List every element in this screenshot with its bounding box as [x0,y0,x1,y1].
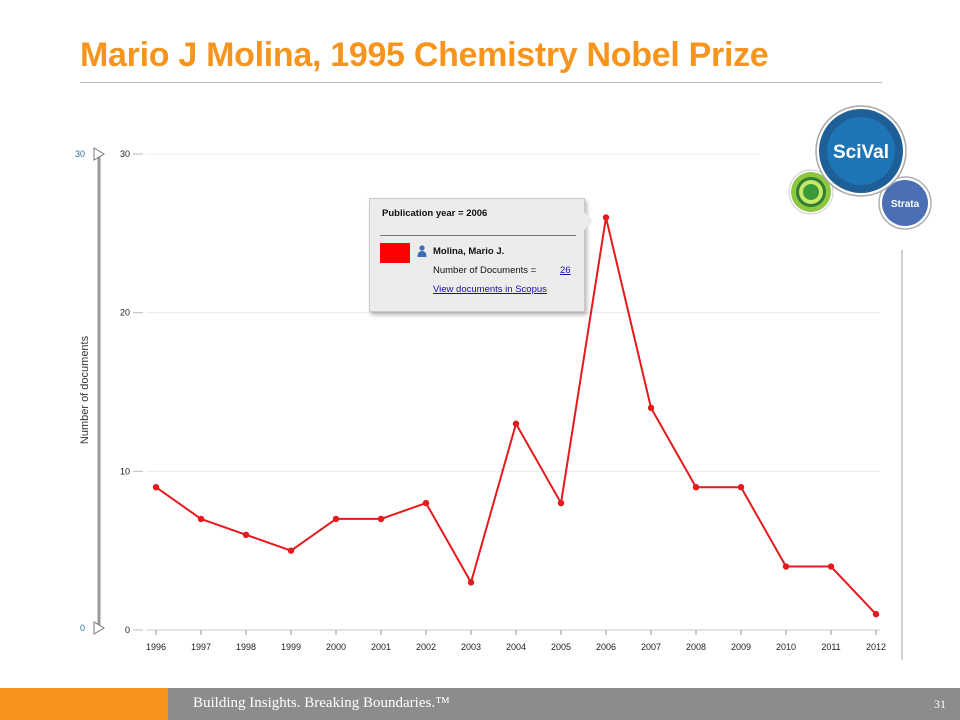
x-tick-label: 1997 [191,642,211,652]
x-tick-label: 1998 [236,642,256,652]
data-point-2006[interactable] [602,214,610,221]
range-slider-top-handle[interactable] [93,147,105,161]
title-divider [80,82,882,83]
slide-title: Mario J Molina, 1995 Chemistry Nobel Pri… [80,36,769,74]
footer-bar: Building Insights. Breaking Boundaries.™… [0,688,960,720]
series-color-swatch [380,243,410,263]
strata-logo-text: Strata [891,199,920,210]
scival-logo-cluster: Strata SciVal [788,105,932,230]
y-tick-label: 30 [120,149,130,159]
tooltip-docs-link[interactable]: 26 [560,265,571,276]
y-axis-label: Number of documents [79,335,91,444]
y-tick-labels: 0 10 20 30 [120,149,130,635]
tooltip-author: Molina, Mario J. [433,246,505,257]
x-tick-label: 2002 [416,642,436,652]
x-tick-labels: 1996 1997 1998 1999 2000 2001 2002 2003 2004 2005… [146,642,886,652]
x-tick-label: 2008 [686,642,706,652]
x-tick-label: 1999 [281,642,301,652]
data-point-1998[interactable] [242,531,250,538]
tooltip-pointer [583,211,593,231]
tooltip-docs-label: Number of Documents = [433,265,537,276]
data-point-2012[interactable] [872,610,880,618]
range-slider-max-label: 30 [75,149,85,159]
x-tick-label: 2004 [506,642,526,652]
y-tick-label: 10 [120,466,130,476]
data-point-2000[interactable] [332,515,340,523]
data-point-1999[interactable] [287,547,295,554]
y-range-slider[interactable]: 30 0 [75,147,105,635]
y-tick-label: 0 [125,625,130,635]
tooltip-divider [380,235,576,236]
right-divider [901,250,903,660]
data-point-2008[interactable] [692,484,700,491]
scival-logo-text: SciVal [833,142,889,163]
x-tick-label: 2001 [371,642,391,652]
author-icon [417,245,427,257]
data-tooltip: Publication year = 2006 Molina, Mario J.… [369,198,585,312]
range-slider-bottom-handle[interactable] [93,621,105,635]
page-number: 31 [934,697,946,711]
x-tick-label: 2010 [776,642,796,652]
strata-logo [882,180,928,226]
data-point-2005[interactable] [557,499,565,507]
gridlines [133,153,880,635]
y-tick-label: 20 [120,308,130,318]
data-point-2002[interactable] [422,499,430,507]
data-point-2001[interactable] [377,515,385,523]
data-point-2003[interactable] [467,579,475,586]
data-point-2004[interactable] [512,420,520,427]
x-tick-label: 2009 [731,642,751,652]
data-point-1997[interactable] [197,515,205,523]
x-tick-label: 2007 [641,642,661,652]
x-tick-label: 2012 [866,642,886,652]
tooltip-heading: Publication year = 2006 [382,208,488,219]
data-point-2010[interactable] [782,563,790,570]
x-tick-label: 1996 [146,642,166,652]
x-tick-label: 2006 [596,642,616,652]
range-slider-min-label: 0 [80,623,85,633]
x-tick-label: 2003 [461,642,481,652]
data-point-1996[interactable] [152,484,160,491]
x-tick-label: 2011 [821,642,840,652]
data-points[interactable] [152,214,880,618]
footer-tagline: Building Insights. Breaking Boundaries.™ [193,695,450,711]
data-point-2009[interactable] [737,484,745,491]
x-tick-label: 2000 [326,642,346,652]
data-point-2007[interactable] [647,404,655,412]
view-in-scopus-link[interactable]: View documents in Scopus [433,284,547,295]
footer-accent-block [0,688,168,720]
data-point-2011[interactable] [827,563,835,570]
x-tick-label: 2005 [551,642,571,652]
